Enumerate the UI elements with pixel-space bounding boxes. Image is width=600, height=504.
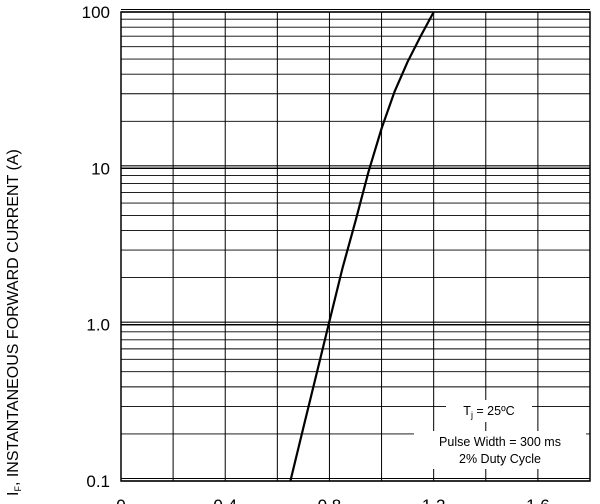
x-tick-labels: 0 0.4 0.8 1.2 1.6 bbox=[116, 496, 549, 504]
x-tick-label: 0 bbox=[116, 496, 125, 504]
y-axis-label-main: I bbox=[5, 492, 22, 496]
x-tick-label: 1.2 bbox=[422, 496, 446, 504]
duty-cycle-annotation: 2% Duty Cycle bbox=[459, 452, 541, 466]
series-line bbox=[289, 11, 435, 482]
y-tick-label: 0.1 bbox=[86, 472, 110, 491]
y-tick-label: 1.0 bbox=[86, 316, 110, 335]
tj-rest: = 25ºC bbox=[473, 404, 515, 418]
x-tick-label: 0.4 bbox=[213, 496, 237, 504]
y-axis-label-rest: , INSTANTANEOUS FORWARD CURRENT (A) bbox=[5, 149, 22, 486]
x-tick-label: 0.8 bbox=[318, 496, 342, 504]
tj-subscript: j bbox=[470, 410, 473, 420]
x-tick-label: 1.6 bbox=[526, 496, 550, 504]
pulse-annotation-box bbox=[414, 431, 586, 469]
annotation-group: Tj = 25ºC Pulse Width = 300 ms 2% Duty C… bbox=[414, 400, 586, 469]
tj-annotation: Tj = 25ºC bbox=[463, 404, 514, 420]
y-tick-labels: 0.1 1.0 10 100 bbox=[82, 3, 110, 491]
y-tick-label: 10 bbox=[91, 159, 110, 178]
tj-annotation-box bbox=[446, 400, 532, 422]
y-axis-label-subscript: F bbox=[13, 486, 23, 492]
pulse-width-annotation: Pulse Width = 300 ms bbox=[439, 435, 561, 449]
y-tick-label: 100 bbox=[82, 3, 110, 22]
y-axis-label: IF, INSTANTANEOUS FORWARD CURRENT (A) bbox=[5, 149, 23, 496]
tj-main: T bbox=[463, 404, 471, 418]
plot-frame bbox=[120, 11, 591, 482]
